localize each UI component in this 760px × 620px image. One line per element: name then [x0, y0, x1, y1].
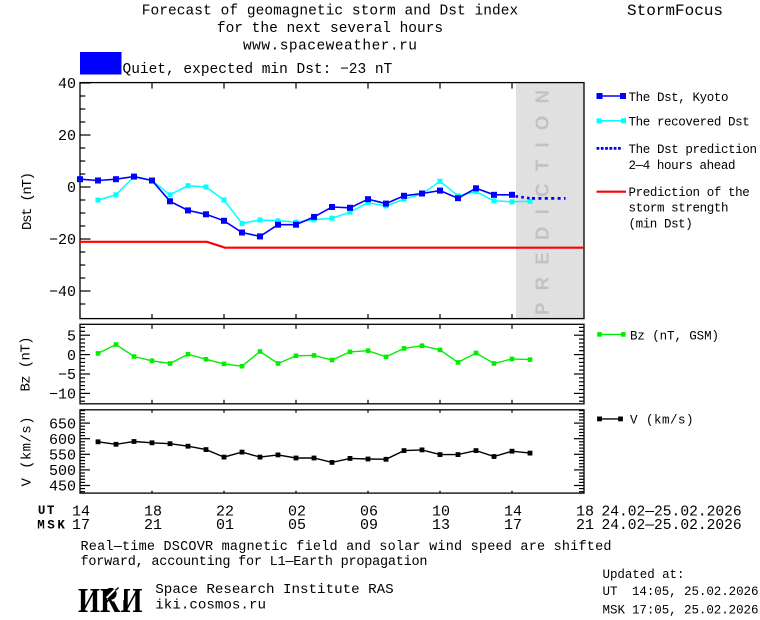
- svg-text:18: 18: [576, 504, 594, 521]
- svg-text:−40: −40: [49, 284, 76, 301]
- svg-text:24.02—25.02.2026: 24.02—25.02.2026: [602, 518, 742, 534]
- svg-text:650: 650: [49, 416, 76, 433]
- svg-text:MSK: MSK: [37, 518, 67, 532]
- svg-text:StormFocus: StormFocus: [627, 2, 723, 20]
- svg-text:Space Research Institute RAS: Space Research Institute RAS: [155, 582, 393, 598]
- svg-text:40: 40: [58, 76, 76, 93]
- svg-text:Prediction of the: Prediction of the: [629, 186, 750, 200]
- svg-text:www.spaceweather.ru: www.spaceweather.ru: [243, 39, 417, 55]
- svg-text:14:05, 25.02.2026: 14:05, 25.02.2026: [632, 585, 759, 599]
- svg-text:Bz (nT, GSM): Bz (nT, GSM): [630, 330, 719, 344]
- svg-text:17: 17: [72, 517, 90, 534]
- svg-text:iki.cosmos.ru: iki.cosmos.ru: [155, 598, 266, 614]
- svg-text:Dst (nT): Dst (nT): [20, 172, 36, 230]
- svg-text:0: 0: [67, 348, 76, 365]
- svg-text:600: 600: [49, 432, 76, 449]
- svg-text:MSK: MSK: [603, 604, 626, 618]
- svg-text:10: 10: [432, 504, 450, 521]
- svg-text:2—4 hours ahead: 2—4 hours ahead: [629, 159, 736, 173]
- svg-text:for the next several hours: for the next several hours: [217, 21, 443, 37]
- svg-text:500: 500: [49, 463, 76, 480]
- svg-text:21: 21: [576, 517, 594, 534]
- svg-text:(min Dst): (min Dst): [629, 217, 693, 231]
- svg-text:20: 20: [58, 128, 76, 145]
- svg-text:forward, accounting for L1—Ear: forward, accounting for L1—Earth propaga…: [81, 555, 428, 570]
- svg-text:Real—time DSCOVR magnetic fiel: Real—time DSCOVR magnetic field and sola…: [81, 540, 612, 555]
- svg-text:17: 17: [504, 517, 522, 534]
- svg-text:13: 13: [432, 517, 450, 534]
- svg-text:14: 14: [504, 504, 522, 521]
- svg-text:09: 09: [360, 517, 378, 534]
- svg-text:Quiet, expected min Dst: −23 n: Quiet, expected min Dst: −23 nT: [123, 62, 393, 78]
- svg-text:UT: UT: [38, 504, 56, 518]
- svg-text:5: 5: [67, 328, 76, 345]
- svg-text:The recovered Dst: The recovered Dst: [629, 116, 750, 130]
- svg-text:24.02—25.02.2026: 24.02—25.02.2026: [602, 505, 742, 521]
- svg-text:450: 450: [49, 479, 76, 496]
- svg-text:Updated at:: Updated at:: [603, 568, 685, 582]
- svg-text:18: 18: [144, 504, 162, 521]
- svg-text:02: 02: [288, 504, 306, 521]
- svg-text:V (km/s): V (km/s): [630, 414, 694, 428]
- svg-text:550: 550: [49, 448, 76, 465]
- svg-text:21: 21: [144, 517, 162, 534]
- svg-text:0: 0: [67, 180, 76, 197]
- svg-text:14: 14: [72, 504, 90, 521]
- svg-text:The Dst, Kyoto: The Dst, Kyoto: [629, 91, 729, 105]
- svg-text:−10: −10: [49, 387, 76, 404]
- svg-text:05: 05: [288, 517, 306, 534]
- svg-text:−5: −5: [58, 367, 76, 384]
- svg-text:Bz (nT): Bz (nT): [19, 337, 35, 392]
- svg-text:17:05, 25.02.2026: 17:05, 25.02.2026: [632, 604, 759, 618]
- svg-text:The Dst prediction: The Dst prediction: [629, 143, 758, 157]
- svg-text:storm strength: storm strength: [629, 202, 729, 216]
- svg-text:06: 06: [360, 504, 378, 521]
- svg-text:01: 01: [216, 517, 234, 534]
- svg-text:UT: UT: [603, 585, 619, 599]
- svg-text:Forecast of geomagnetic storm: Forecast of geomagnetic storm and Dst in…: [142, 4, 519, 20]
- svg-text:−20: −20: [49, 232, 76, 249]
- svg-text:22: 22: [216, 504, 234, 521]
- svg-text:V (km/s): V (km/s): [20, 417, 36, 487]
